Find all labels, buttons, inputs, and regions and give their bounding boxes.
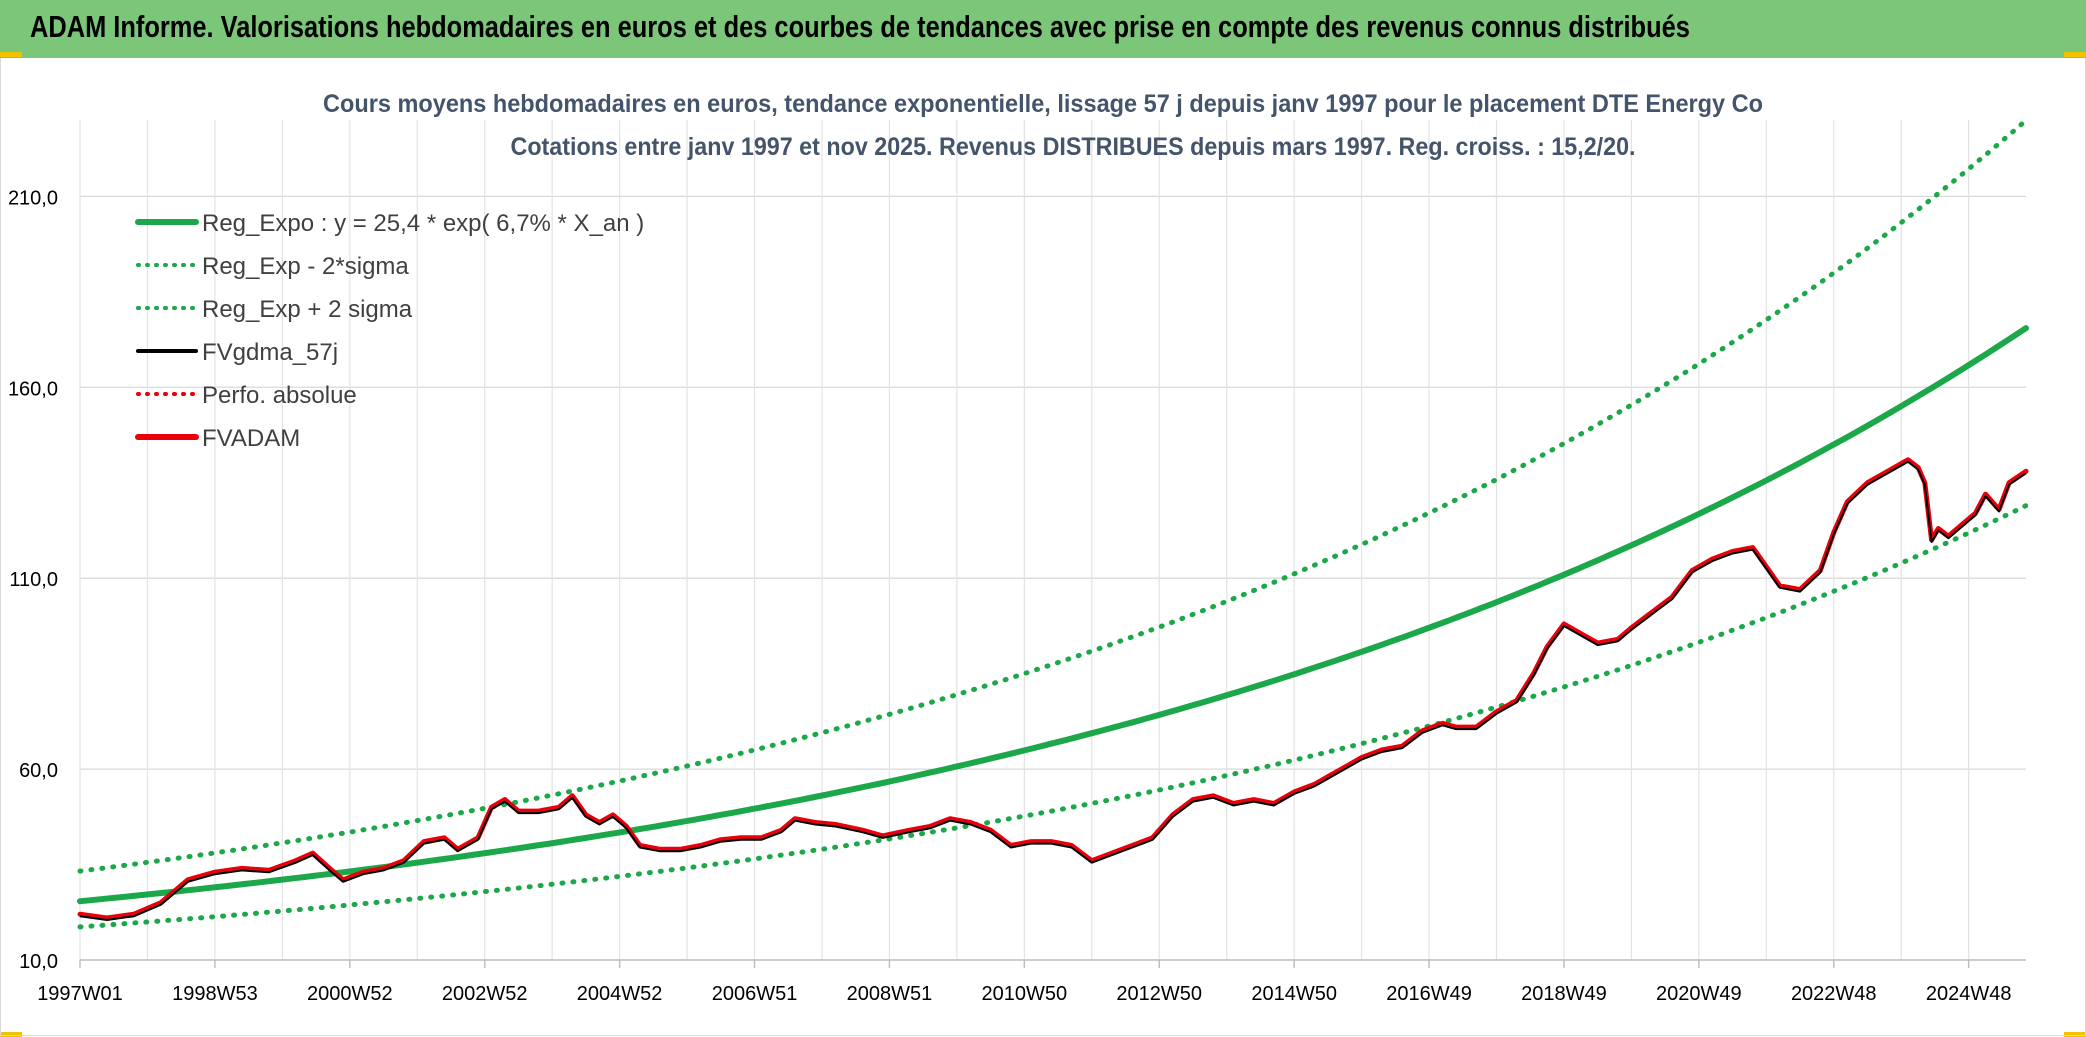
series-reg-exp-minus-2-sigma — [77, 503, 2029, 930]
x-tick-label: 2016W49 — [1386, 983, 1472, 1005]
x-tick-label: 2008W51 — [847, 983, 933, 1005]
y-tick-label: 10,0 — [19, 951, 58, 973]
series-layer — [77, 117, 2029, 930]
x-tick-label: 2024W48 — [1926, 983, 2012, 1005]
x-tick-label: 2000W52 — [307, 983, 393, 1005]
chart-subtitle: Cotations entre janv 1997 et nov 2025. R… — [511, 133, 1636, 161]
legend-label: FVADAM — [202, 425, 300, 452]
x-tick-label: 2002W52 — [442, 983, 528, 1005]
y-tick-label: 160,0 — [8, 378, 58, 400]
y-axis-tick-labels: 210,0 160,0 110,0 60,0 10,0 — [8, 187, 58, 973]
x-tick-label: 2012W50 — [1116, 983, 1202, 1005]
x-tick-label: 2006W51 — [712, 983, 798, 1005]
corner-marker-bottom-left — [0, 1032, 22, 1037]
corner-marker-left — [0, 52, 22, 57]
series-fvgdma-57j — [79, 460, 2027, 921]
y-tick-label: 60,0 — [19, 760, 58, 782]
banner-title: ADAM Informe. Valorisations hebdomadaire… — [30, 9, 1690, 44]
legend-label: Perfo. absolue — [202, 382, 357, 409]
legend-label: FVgdma_57j — [202, 339, 338, 366]
corner-marker-right — [2064, 52, 2086, 57]
legend: Reg_Expo : y = 25,4 * exp( 6,7% * X_an )… — [135, 210, 644, 452]
x-tick-label: 2004W52 — [577, 983, 663, 1005]
x-tick-label: 2018W49 — [1521, 983, 1607, 1005]
x-tick-label: 2022W48 — [1791, 983, 1877, 1005]
legend-label: Reg_Exp - 2*sigma — [202, 253, 409, 280]
chart-title: Cours moyens hebdomadaires en euros, ten… — [323, 90, 1763, 118]
series-fvadam — [77, 457, 2029, 921]
banner: ADAM Informe. Valorisations hebdomadaire… — [0, 0, 2086, 58]
x-tick-label: 1997W01 — [37, 983, 123, 1005]
series-reg-expo — [77, 325, 2029, 905]
y-tick-label: 210,0 — [8, 187, 58, 209]
x-tick-label: 2020W49 — [1656, 983, 1742, 1005]
legend-label: Reg_Expo : y = 25,4 * exp( 6,7% * X_an ) — [202, 210, 644, 237]
grid — [79, 120, 2026, 968]
x-tick-label: 2010W50 — [982, 983, 1068, 1005]
legend-label: Reg_Exp + 2 sigma — [202, 296, 413, 323]
corner-marker-bottom-right — [2064, 1032, 2086, 1037]
x-axis-tick-labels: 1997W01 1998W53 2000W52 2002W52 2004W52 2006W… — [37, 983, 2011, 1005]
x-tick-label: 2014W50 — [1251, 983, 1337, 1005]
series-reg-exp-plus-2-sigma — [77, 117, 2029, 874]
x-tick-label: 1998W53 — [172, 983, 258, 1005]
y-tick-label: 110,0 — [9, 569, 58, 591]
